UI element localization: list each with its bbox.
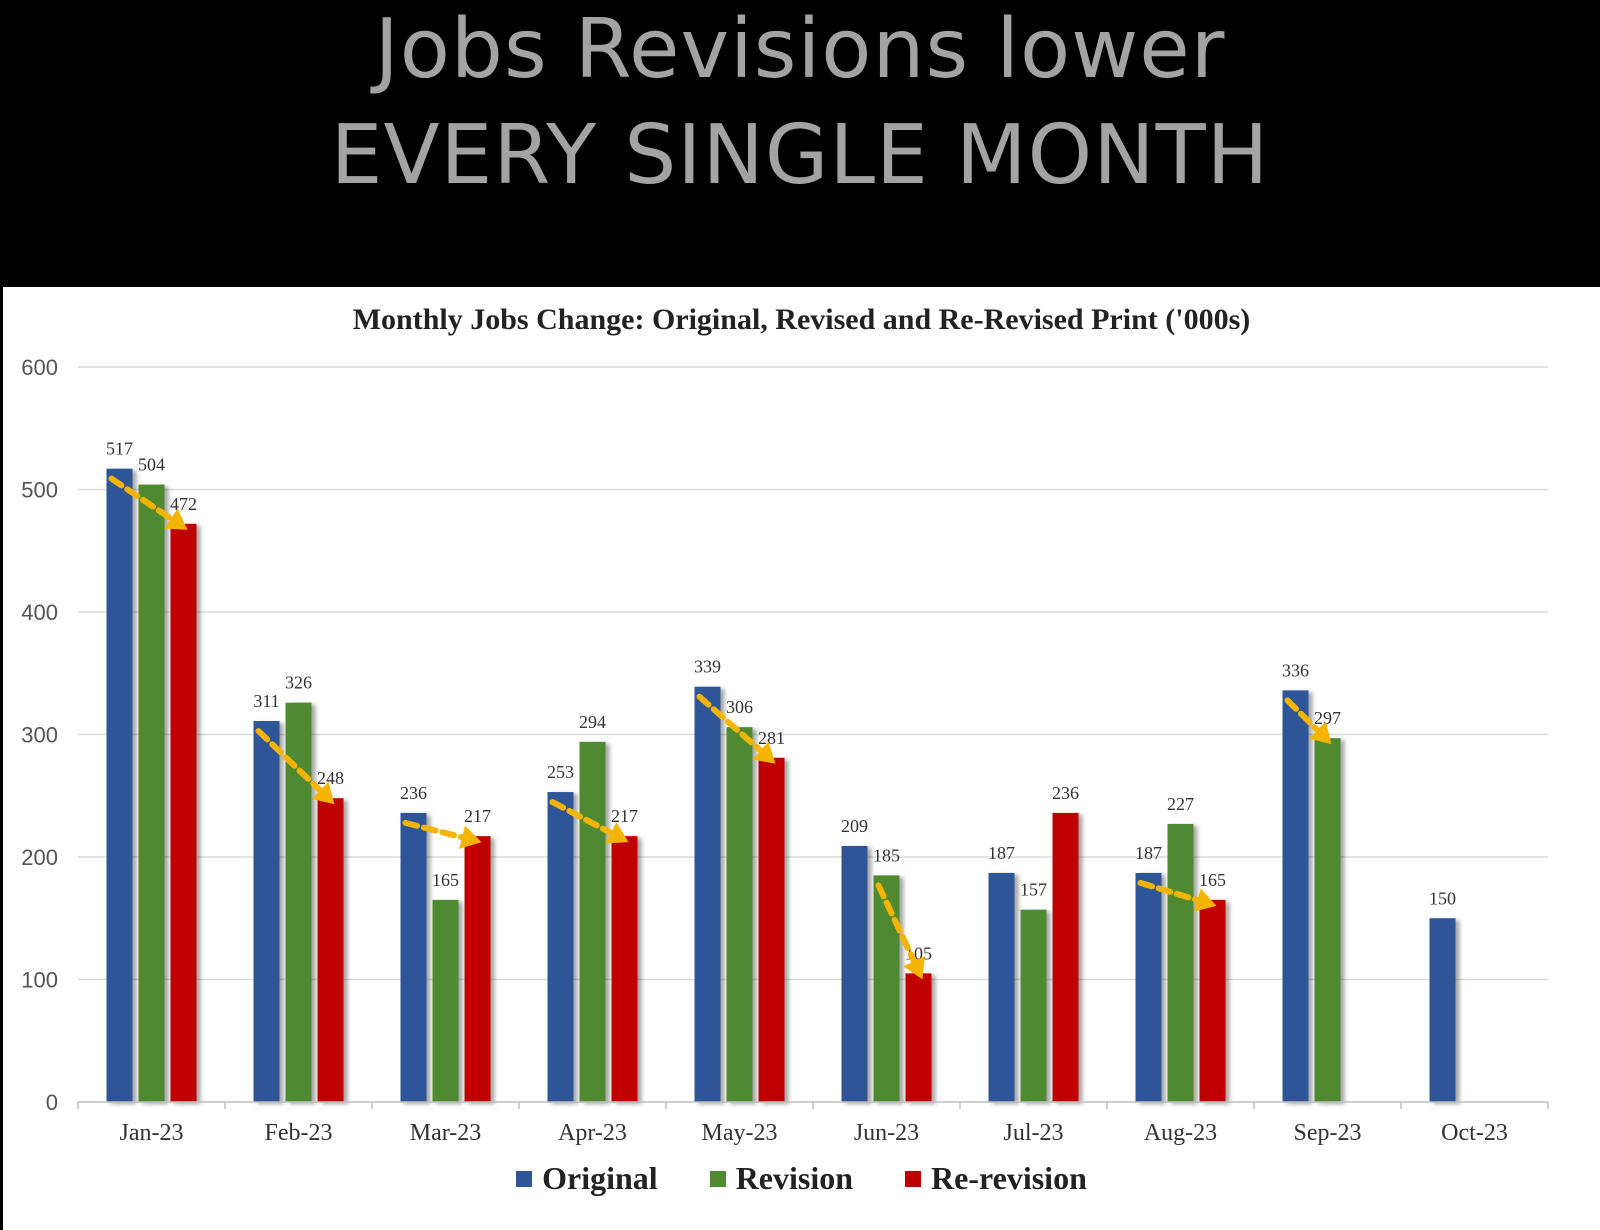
data-label: 294 bbox=[579, 712, 606, 732]
revision-arrow bbox=[108, 475, 188, 530]
bar-revision-jan-23 bbox=[138, 484, 165, 1103]
bar-original-oct-23 bbox=[1429, 918, 1456, 1102]
x-tick-label: Aug-23 bbox=[1144, 1120, 1217, 1146]
bar-re-revision-mar-23 bbox=[464, 836, 491, 1102]
revision-arrow bbox=[255, 728, 335, 805]
revision-arrows bbox=[108, 475, 1332, 980]
revision-arrow bbox=[549, 799, 629, 844]
bar-re-revision-apr-23 bbox=[611, 836, 638, 1102]
x-tick-label: Mar-23 bbox=[410, 1120, 482, 1146]
data-label: 297 bbox=[1314, 708, 1341, 728]
bar-original-sep-23 bbox=[1282, 690, 1309, 1102]
bar-re-revision-aug-23 bbox=[1199, 899, 1226, 1102]
y-tick-label: 500 bbox=[21, 478, 58, 503]
data-label: 165 bbox=[432, 870, 459, 890]
data-label: 472 bbox=[170, 494, 197, 514]
legend-label-original: Original bbox=[542, 1160, 658, 1197]
x-axis: Jan-23 Feb-23 Mar-23 Apr-23 May-23 Jun-23 Jul-… bbox=[77, 1101, 1549, 1146]
legend-label-re-revision: Re-revision bbox=[931, 1160, 1087, 1197]
data-label: 187 bbox=[988, 843, 1015, 863]
bar-revision-may-23 bbox=[726, 727, 753, 1102]
data-label: 236 bbox=[1052, 783, 1079, 803]
y-tick-label: 400 bbox=[21, 600, 58, 625]
chart-panel: Monthly Jobs Change: Original, Revised a… bbox=[3, 287, 1600, 1230]
data-label: 209 bbox=[841, 816, 868, 836]
bar-re-revision-jun-23 bbox=[905, 973, 932, 1102]
bar-re-revision-jan-23 bbox=[170, 523, 197, 1102]
legend: Original Revision Re-revision bbox=[3, 1157, 1600, 1197]
data-label: 185 bbox=[873, 845, 900, 865]
data-label: 253 bbox=[547, 762, 574, 782]
legend-item-original: Original bbox=[516, 1160, 658, 1197]
bar-original-mar-23 bbox=[400, 812, 427, 1102]
data-label: 339 bbox=[694, 657, 721, 677]
y-tick-label: 100 bbox=[21, 968, 58, 993]
bar-revision-aug-23 bbox=[1167, 823, 1194, 1102]
bar-original-jun-23 bbox=[841, 845, 868, 1102]
chart-title: Monthly Jobs Change: Original, Revised a… bbox=[352, 303, 1251, 336]
data-label: 227 bbox=[1167, 794, 1194, 814]
bar-original-apr-23 bbox=[547, 792, 574, 1102]
revision-arrow bbox=[1137, 879, 1217, 912]
bar-original-feb-23 bbox=[253, 721, 280, 1102]
data-label: 217 bbox=[464, 806, 491, 826]
title-banner: Jobs Revisions lower EVERY SINGLE MONTH bbox=[0, 0, 1600, 287]
data-label: 306 bbox=[726, 697, 753, 717]
bar-original-jul-23 bbox=[988, 872, 1015, 1102]
data-label: 517 bbox=[106, 439, 133, 459]
bar-revision-jun-23 bbox=[873, 875, 900, 1102]
y-tick-label: 0 bbox=[46, 1090, 58, 1115]
y-axis-ticks: 0 100 200 300 400 500 600 bbox=[21, 355, 58, 1115]
x-tick-label: Jan-23 bbox=[120, 1120, 184, 1146]
x-tick-label: May-23 bbox=[702, 1120, 778, 1146]
bar-revision-sep-23 bbox=[1314, 738, 1341, 1102]
legend-item-re-revision: Re-revision bbox=[905, 1160, 1087, 1197]
legend-swatch-revision bbox=[709, 1170, 726, 1187]
data-label: 187 bbox=[1135, 843, 1162, 863]
x-tick-label: Oct-23 bbox=[1441, 1120, 1508, 1146]
bar-original-jan-23 bbox=[106, 468, 133, 1102]
legend-swatch-original bbox=[516, 1170, 533, 1187]
data-label: 311 bbox=[253, 691, 279, 711]
data-label: 157 bbox=[1020, 880, 1047, 900]
bars bbox=[106, 468, 1456, 1103]
data-label: 336 bbox=[1282, 660, 1309, 680]
bar-revision-apr-23 bbox=[579, 741, 606, 1102]
bar-revision-jul-23 bbox=[1020, 909, 1047, 1102]
bar-original-aug-23 bbox=[1135, 872, 1162, 1102]
banner-headline-line-2: EVERY SINGLE MONTH bbox=[330, 108, 1270, 203]
data-label: 217 bbox=[611, 806, 638, 826]
legend-label-revision: Revision bbox=[735, 1160, 854, 1197]
bar-re-revision-feb-23 bbox=[317, 798, 344, 1102]
revision-arrow bbox=[402, 819, 482, 849]
data-label: 504 bbox=[138, 455, 165, 475]
legend-item-revision: Revision bbox=[709, 1160, 854, 1197]
bar-re-revision-jul-23 bbox=[1052, 812, 1079, 1102]
x-tick-label: Jul-23 bbox=[1004, 1120, 1064, 1146]
data-label: 326 bbox=[285, 673, 312, 693]
x-tick-label: Sep-23 bbox=[1294, 1120, 1362, 1146]
data-label: 150 bbox=[1429, 888, 1456, 908]
y-tick-label: 300 bbox=[21, 723, 58, 748]
revision-arrow bbox=[1284, 697, 1332, 745]
data-label: 281 bbox=[758, 728, 785, 748]
data-label: 165 bbox=[1199, 870, 1226, 890]
x-tick-label: Apr-23 bbox=[558, 1120, 627, 1146]
y-tick-label: 200 bbox=[21, 845, 58, 870]
x-tick-label: Feb-23 bbox=[265, 1120, 333, 1146]
data-label: 236 bbox=[400, 783, 427, 803]
data-label: 248 bbox=[317, 768, 344, 788]
bar-re-revision-may-23 bbox=[758, 757, 785, 1102]
revision-arrow bbox=[875, 882, 925, 980]
banner-headline-line-1: Jobs Revisions lower bbox=[374, 2, 1226, 97]
y-tick-label: 600 bbox=[21, 355, 58, 380]
data-labels: 5175044723113262482361652172532942173393… bbox=[106, 439, 1456, 964]
revision-arrow bbox=[696, 693, 776, 764]
x-tick-label: Jun-23 bbox=[854, 1120, 919, 1146]
bar-original-may-23 bbox=[694, 686, 721, 1102]
bar-revision-mar-23 bbox=[432, 899, 459, 1102]
legend-swatch-re-revision bbox=[905, 1170, 922, 1187]
